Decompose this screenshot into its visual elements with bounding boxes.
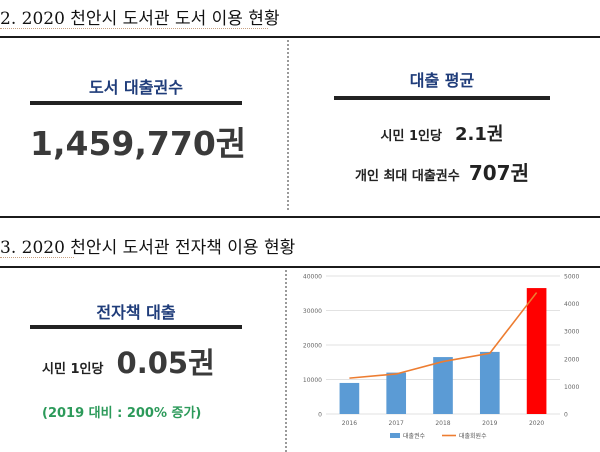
right-axis-tick-label: 5000 — [564, 274, 579, 281]
section2-title-underline — [0, 28, 268, 29]
legend-label-line: 대출회원수 — [459, 432, 487, 440]
left-axis-tick-label: 10000 — [303, 377, 322, 384]
bar-2019 — [479, 351, 500, 414]
book-loans-underline — [30, 101, 242, 105]
ebook-loans-underline — [30, 325, 242, 329]
right-axis-tick-label: 3000 — [564, 329, 579, 336]
loans-chart: 0 10000 20000 30000 40000 0 1000 2000 3000 4000 50… — [303, 274, 580, 441]
bar-2017 — [386, 372, 407, 414]
legend-swatch-bar — [390, 433, 400, 438]
left-axis-tick-label: 30000 — [303, 308, 322, 315]
legend-label-bar: 대출권수 — [403, 432, 426, 440]
ebook-loans-label: 전자책 대출 — [96, 303, 176, 322]
section2-title: 2. 2020 천안시 도서관 도서 이용 현황 — [0, 9, 280, 29]
section2-bottom-rule — [0, 216, 600, 218]
book-loans-value: 1,459,770권 — [30, 124, 247, 163]
section3-divider — [285, 270, 287, 452]
bar-2018 — [433, 357, 453, 414]
max-loans-label: 개인 최대 대출권수 — [355, 169, 460, 184]
left-axis-tick-label: 40000 — [303, 274, 322, 281]
average-loans-label: 대출 평균 — [409, 71, 475, 90]
left-axis-tick-label: 20000 — [303, 343, 322, 350]
per-capita-value: 2.1권 — [455, 124, 504, 145]
right-axis-tick-label: 0 — [564, 412, 568, 419]
line-series-대출회원수 — [349, 292, 538, 379]
x-axis-tick-label: 2019 — [482, 420, 497, 427]
max-loans-value: 707권 — [468, 161, 529, 185]
section3-title-underline — [0, 257, 74, 258]
section2-divider — [287, 40, 289, 210]
x-axis-tick-label: 2016 — [342, 420, 357, 427]
right-axis-tick-label: 2000 — [564, 356, 579, 363]
per-capita-label: 시민 1인당 — [380, 129, 442, 144]
x-axis-tick-label: 2018 — [435, 420, 450, 427]
ebook-per-capita-label: 시민 1인당 — [42, 362, 104, 377]
ebook-per-capita-row: 시민 1인당 0.05권 — [30, 340, 270, 382]
section2-top-rule — [0, 36, 600, 38]
right-axis-tick-label: 1000 — [564, 384, 579, 391]
x-axis-tick-label: 2017 — [389, 420, 404, 427]
section3-top-rule — [0, 266, 600, 268]
bar-2020 — [526, 288, 547, 414]
per-capita-row: 시민 1인당 2.1권 — [334, 120, 550, 146]
right-axis-tick-label: 4000 — [564, 301, 579, 308]
ebook-per-capita-value: 0.05권 — [116, 346, 215, 380]
bar-2016 — [339, 382, 360, 414]
section3-title: 3. 2020 천안시 도서관 전자책 이용 현황 — [0, 238, 296, 258]
max-loans-row: 개인 최대 대출권수 707권 — [334, 157, 550, 186]
growth-note: (2019 대비 : 200% 증가) — [42, 406, 202, 421]
book-loans-label: 도서 대출권수 — [89, 78, 183, 97]
left-axis-tick-label: 0 — [318, 412, 322, 419]
x-axis-tick-label: 2020 — [529, 420, 544, 427]
average-loans-underline — [334, 96, 550, 100]
